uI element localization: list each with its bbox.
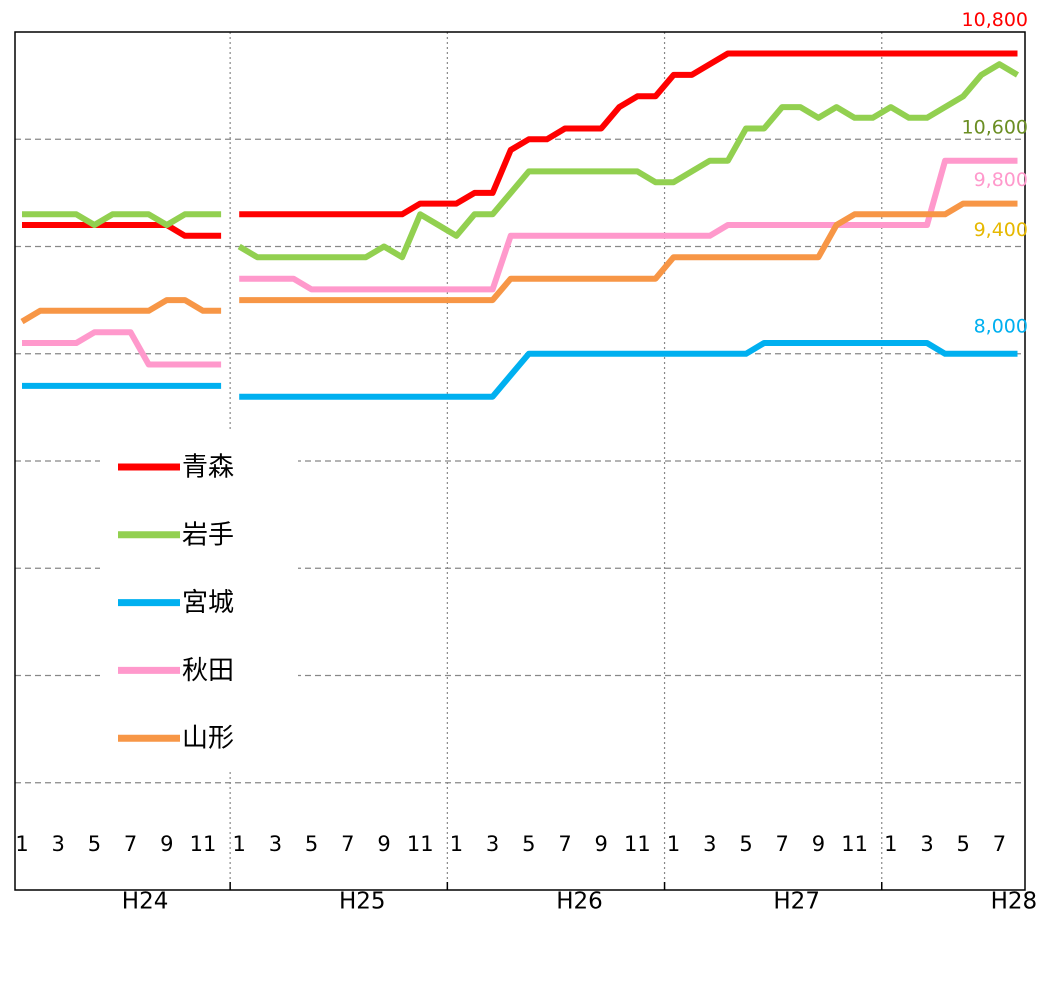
legend-label: 山形	[182, 724, 234, 754]
x-tick-label: 5	[957, 832, 970, 856]
x-tick-label: 9	[377, 832, 390, 856]
x-tick-label: 7	[124, 832, 137, 856]
x-tick-label: 3	[920, 832, 933, 856]
x-tick-label: 7	[558, 832, 571, 856]
legend-label: 秋田	[182, 656, 234, 686]
series-line	[22, 61, 1020, 261]
x-tick-label: 1	[15, 832, 28, 856]
x-tick-label: 1	[233, 832, 246, 856]
x-tick-label: 7	[341, 832, 354, 856]
series-line	[22, 50, 1018, 239]
x-tick-label: 7	[776, 832, 789, 856]
value-label: 8,000	[974, 315, 1028, 337]
x-tick-label: 3	[52, 832, 65, 856]
x-tick-label: 1	[884, 832, 897, 856]
x-tick-label: 11	[841, 832, 868, 856]
x-tick-label: 5	[305, 832, 318, 856]
x-tick-label: 11	[624, 832, 651, 856]
x-tick-label: 3	[486, 832, 499, 856]
year-label: H26	[556, 889, 603, 915]
value-label: 10,800	[962, 9, 1028, 31]
year-label: H24	[122, 889, 169, 915]
x-tick-label: 5	[522, 832, 535, 856]
x-tick-label: 3	[269, 832, 282, 856]
x-tick-label: 5	[739, 832, 752, 856]
plot-frame	[14, 31, 1026, 891]
legend-label: 宮城	[182, 588, 234, 618]
x-tick-label: 9	[595, 832, 608, 856]
year-label: H25	[339, 889, 386, 915]
value-label: 10,600	[962, 116, 1028, 138]
value-label: 9,800	[974, 169, 1028, 191]
x-tick-label: 1	[450, 832, 463, 856]
series-line	[22, 157, 1018, 368]
x-tick-label: 5	[88, 832, 101, 856]
legend-label: 青森	[182, 453, 234, 483]
series-line	[22, 340, 1018, 400]
year-label: H28	[991, 889, 1038, 915]
x-tick-label: 11	[190, 832, 217, 856]
x-tick-label: 9	[160, 832, 173, 856]
x-tick-label: 1	[667, 832, 680, 856]
x-tick-label: 3	[703, 832, 716, 856]
year-label: H27	[773, 889, 820, 915]
x-tick-label: 9	[812, 832, 825, 856]
legend-label: 岩手	[182, 520, 234, 550]
x-tick-label: 7	[993, 832, 1006, 856]
x-tick-label: 11	[407, 832, 434, 856]
value-label: 9,400	[974, 219, 1028, 241]
series-line	[20, 200, 1018, 325]
